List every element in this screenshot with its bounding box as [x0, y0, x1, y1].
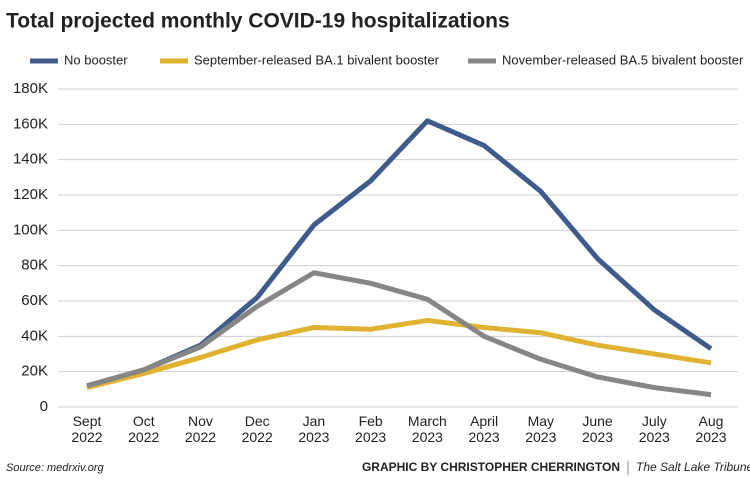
x-tick-label: Dec 2022 [241, 413, 273, 445]
x-tick-label: March 2023 [407, 413, 447, 445]
y-tick-label: 80K [21, 257, 48, 274]
x-tick-label: Aug 2023 [695, 413, 727, 445]
y-tick-label: 0 [40, 398, 48, 415]
series-line [86, 270, 712, 398]
x-tick-label: June 2023 [581, 413, 614, 445]
publisher: The Salt Lake Tribune [636, 460, 750, 474]
y-tick-label: 180K [13, 80, 48, 97]
credit: GRAPHIC BY CHRISTOPHER CHERRINGTON [362, 460, 620, 474]
y-tick-label: 160K [13, 115, 48, 132]
y-tick-label: 20K [21, 363, 48, 380]
x-tick-label: Jan 2023 [298, 413, 330, 445]
legend-label: No booster [64, 52, 128, 67]
chart-title: Total projected monthly COVID-19 hospita… [6, 10, 510, 33]
y-tick-label: 120K [13, 186, 48, 203]
x-tick-label: Sept 2022 [71, 413, 103, 445]
y-tick-label: 40K [21, 327, 48, 344]
x-tick-label: Nov 2022 [184, 413, 217, 445]
source: Source: medrxiv.org [6, 462, 104, 474]
x-tick-label: April 2023 [468, 413, 500, 445]
legend-label: November-released BA.5 bivalent booster [502, 52, 744, 67]
x-tick-label: May 2023 [525, 413, 557, 445]
series-line [86, 317, 712, 390]
y-tick-label: 140K [13, 151, 48, 168]
legend-label: September-released BA.1 bivalent booster [194, 52, 440, 67]
x-tick-label: July 2023 [638, 413, 670, 445]
x-tick-label: Oct 2022 [128, 413, 160, 445]
y-tick-label: 100K [13, 221, 48, 238]
y-tick-label: 60K [21, 292, 48, 309]
x-tick-label: Feb 2023 [355, 413, 387, 445]
